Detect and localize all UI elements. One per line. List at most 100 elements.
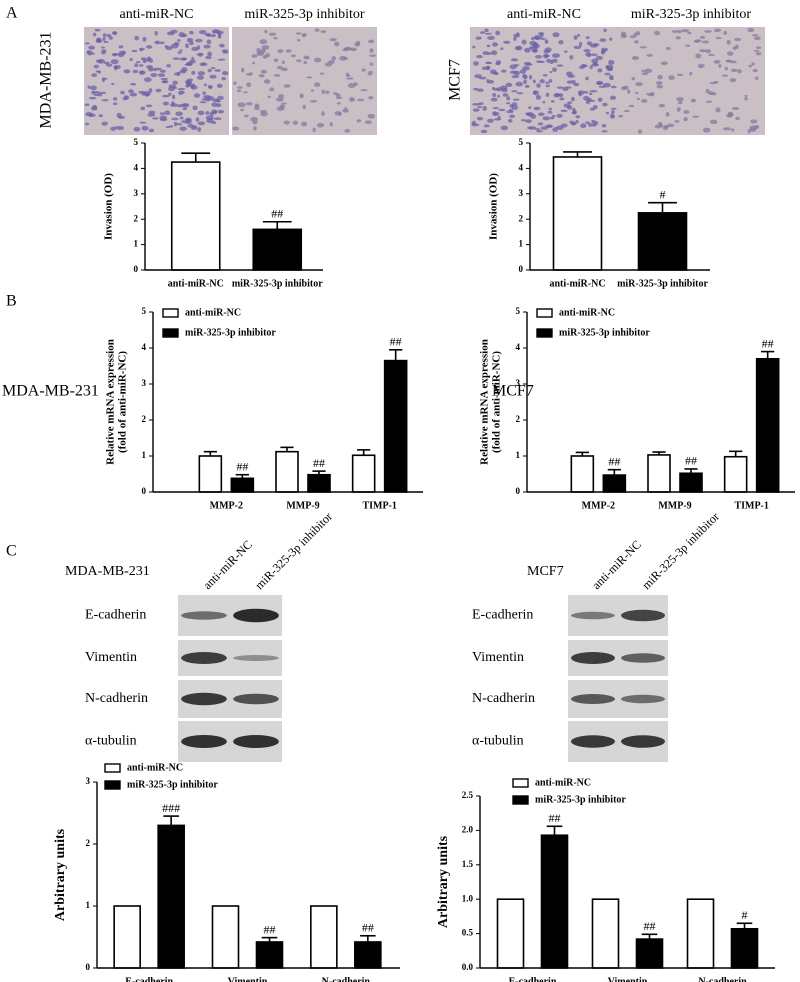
cell	[516, 92, 524, 95]
cell	[560, 109, 568, 113]
blot-band	[621, 735, 665, 748]
cell	[134, 63, 139, 68]
cell	[197, 121, 206, 126]
cell	[695, 53, 702, 59]
cell	[601, 124, 607, 128]
cell	[346, 77, 354, 80]
cell	[356, 98, 365, 102]
cell	[162, 94, 170, 98]
error-bar	[203, 450, 217, 456]
cell	[368, 39, 375, 44]
cell	[88, 113, 96, 117]
cell	[135, 61, 141, 64]
cell	[186, 61, 193, 66]
y-axis-label: Relative mRNA expression	[479, 339, 491, 465]
error-bar	[761, 350, 775, 359]
cell	[558, 40, 564, 45]
cell	[195, 117, 200, 122]
cell	[492, 71, 499, 75]
cell	[575, 115, 581, 119]
cell	[292, 120, 299, 125]
cell	[727, 51, 734, 56]
cell	[176, 39, 181, 42]
y-tick-label: 2	[134, 213, 139, 223]
cell	[676, 73, 684, 77]
cell	[92, 32, 97, 37]
cell	[492, 93, 497, 98]
x-tick-label: anti-miR-NC	[549, 278, 605, 289]
cell	[276, 106, 285, 111]
cell	[129, 58, 133, 62]
cell	[171, 117, 179, 121]
cell	[734, 37, 742, 42]
significance-label: #	[742, 908, 748, 922]
cell	[698, 66, 703, 69]
bar	[540, 834, 569, 969]
cell	[536, 129, 543, 133]
y-tick-label: 3	[134, 188, 139, 198]
side-label: MCF7	[492, 383, 534, 400]
cell	[573, 35, 578, 40]
cell	[181, 120, 186, 123]
cell	[668, 75, 675, 81]
cell	[160, 77, 169, 81]
cell	[116, 125, 124, 131]
cell	[546, 124, 553, 129]
significance-label: ##	[608, 454, 620, 468]
cell	[216, 83, 223, 89]
error-bar	[181, 152, 211, 163]
cell	[690, 98, 697, 103]
bar	[730, 927, 759, 969]
cell	[665, 112, 670, 117]
cell	[176, 104, 184, 108]
cell	[534, 55, 543, 59]
x-tick-label: N-cadherin	[322, 976, 371, 982]
blot-row-label: Vimentin	[472, 650, 524, 665]
cell	[177, 87, 186, 91]
cell	[184, 121, 192, 124]
micrograph	[232, 27, 377, 135]
y-tick-label: 0	[519, 264, 524, 274]
cell	[157, 73, 166, 78]
column-label: miR-325-3p inhibitor	[244, 7, 365, 22]
bar	[351, 454, 376, 493]
cell	[683, 110, 690, 114]
blot-band	[571, 694, 615, 704]
cell	[620, 34, 627, 39]
cell	[552, 32, 560, 38]
bar	[252, 228, 303, 271]
cell	[658, 103, 666, 108]
cell	[94, 28, 101, 32]
cell	[486, 52, 492, 55]
cell	[117, 52, 125, 58]
cell	[523, 79, 527, 85]
cell	[530, 114, 537, 119]
cell	[241, 67, 245, 73]
cell	[233, 81, 237, 85]
cell	[556, 86, 564, 89]
cell	[636, 97, 641, 100]
cell	[256, 47, 261, 53]
cell	[601, 49, 606, 54]
cell	[609, 37, 613, 41]
significance-label: #	[660, 187, 666, 201]
cell	[206, 39, 212, 45]
cell	[640, 99, 648, 103]
cell	[172, 80, 178, 85]
cell	[187, 123, 194, 128]
cell	[100, 46, 105, 49]
cell	[476, 116, 484, 121]
cell	[585, 121, 590, 124]
cell	[313, 57, 322, 63]
cell	[657, 74, 663, 80]
bar	[170, 161, 221, 271]
cell	[196, 75, 204, 80]
bar	[591, 898, 620, 969]
cell	[744, 94, 748, 97]
significance-label: ##	[362, 921, 374, 935]
y-tick-label: 1.5	[462, 859, 474, 869]
cell	[570, 96, 575, 102]
cell	[260, 69, 268, 74]
cell	[174, 72, 180, 76]
error-bar	[648, 201, 677, 213]
